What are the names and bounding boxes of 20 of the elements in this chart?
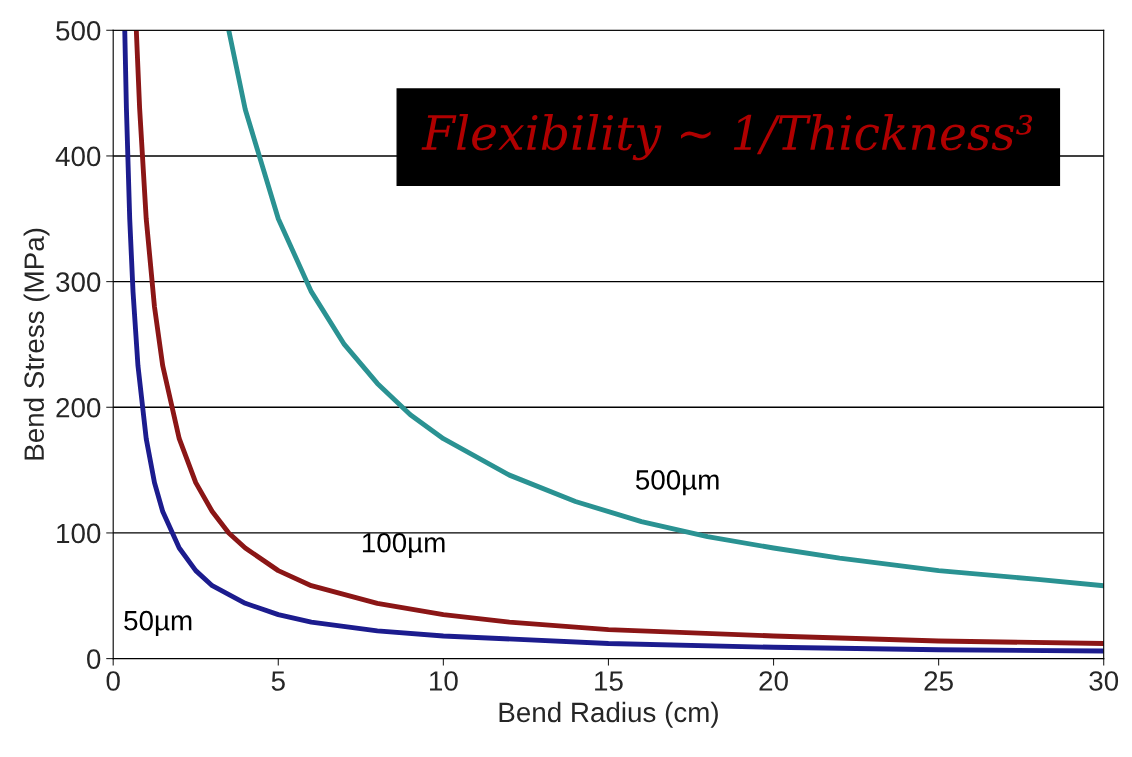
x-tick-label: 10 (430, 671, 458, 691)
line-series (226, 30, 1104, 589)
x-tick-label: 15 (595, 671, 623, 691)
series-label: 500µm (635, 470, 719, 496)
annotation: Flexibility ~ 1/Thickness³ (421, 113, 1033, 161)
y-tick-label: 400 (55, 146, 101, 167)
series-label: 100µm (362, 532, 445, 559)
x-axis-title: Bend Radius (cm) (499, 701, 718, 728)
x-tick-label: 0 (106, 671, 120, 691)
x-tick-label: 20 (759, 671, 788, 691)
y-tick-label: 200 (56, 397, 101, 418)
y-tick-label: 300 (56, 272, 101, 292)
y-tick-label: 500 (56, 20, 101, 41)
y-tick-label: 100 (57, 523, 101, 544)
x-tick-label: 30 (1089, 671, 1119, 691)
x-tick-label: 25 (924, 671, 953, 691)
x-tick-label: 5 (271, 671, 285, 691)
series-label: 50µm (124, 610, 192, 636)
y-axis-title: Bend Stress (MPa) (23, 228, 50, 460)
y-tick-label: 0 (87, 649, 101, 669)
